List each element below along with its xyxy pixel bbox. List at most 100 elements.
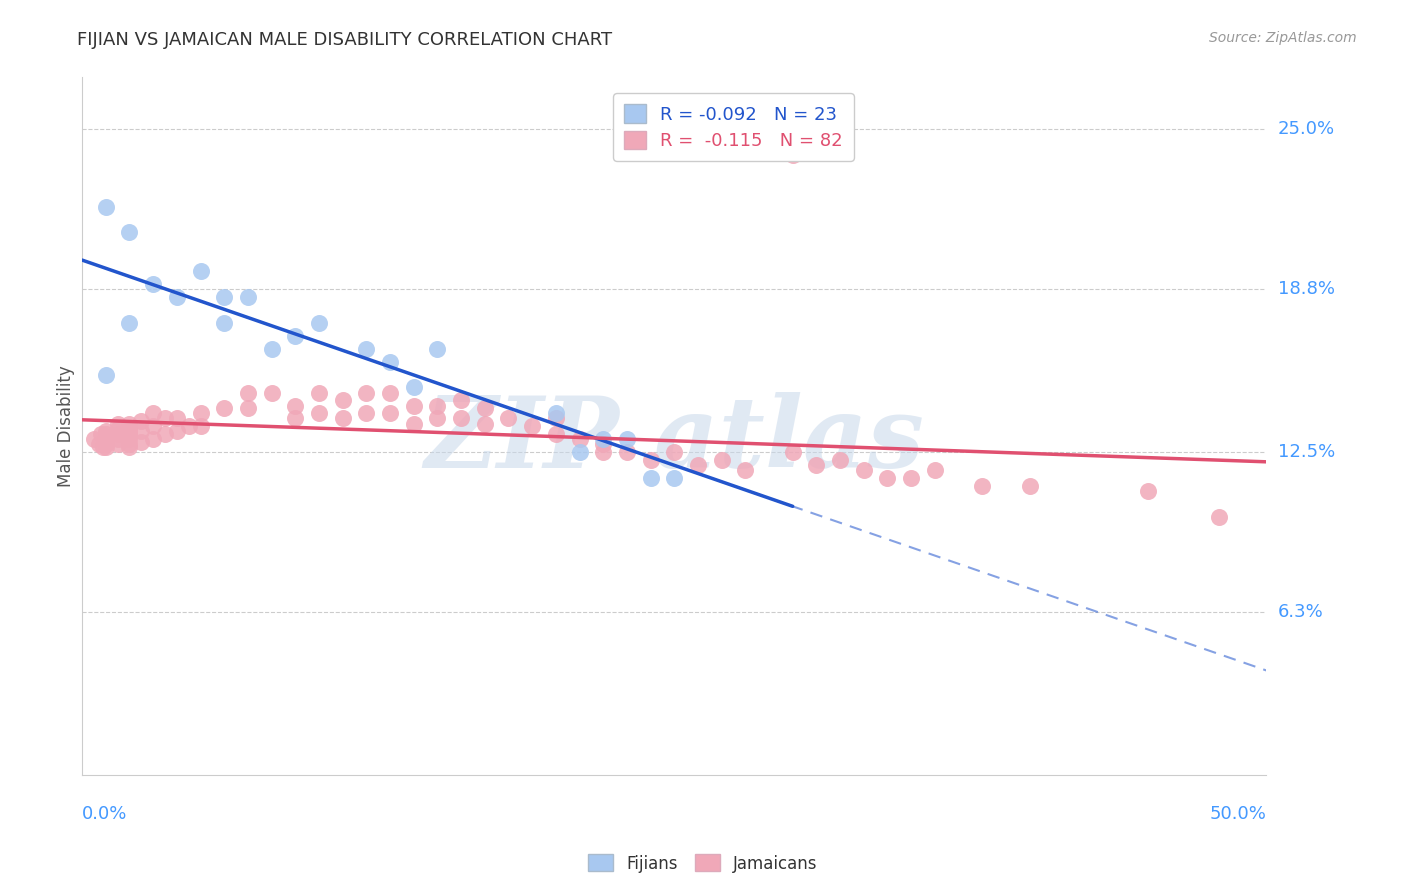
Point [378,406,401,420]
Point [260,385,283,400]
Text: 12.5%: 12.5% [1278,443,1334,461]
Point [544,426,567,441]
Point [118,425,141,439]
Point [308,385,330,400]
Point [356,385,378,400]
Point [686,458,709,472]
Point [166,290,188,304]
Point [107,422,129,436]
Legend: R = -0.092   N = 23, R =  -0.115   N = 82: R = -0.092 N = 23, R = -0.115 N = 82 [613,94,853,161]
Point [426,342,449,356]
Point [544,406,567,420]
Point [94,437,117,451]
Point [118,426,141,441]
Text: ZIP atlas: ZIP atlas [425,392,924,489]
Point [118,437,141,451]
Point [1018,478,1040,492]
Point [90,426,112,441]
Point [94,440,117,454]
Text: 18.8%: 18.8% [1278,280,1334,298]
Point [592,432,614,446]
Point [118,422,141,436]
Point [356,342,378,356]
Point [710,452,733,467]
Point [166,425,188,439]
Point [131,434,153,449]
Point [260,342,283,356]
Point [806,458,828,472]
Point [131,425,153,439]
Point [94,368,117,382]
Point [332,393,354,408]
Point [378,354,401,368]
Point [592,445,614,459]
Point [426,399,449,413]
Point [876,471,898,485]
Point [284,411,307,425]
Y-axis label: Male Disability: Male Disability [58,366,75,487]
Point [356,406,378,420]
Point [640,471,662,485]
Point [107,426,129,441]
Point [107,437,129,451]
Point [83,432,105,446]
Point [402,417,425,431]
Text: 25.0%: 25.0% [1278,120,1334,138]
Point [87,437,110,451]
Point [153,411,176,425]
Point [332,411,354,425]
Point [308,316,330,330]
Point [402,380,425,394]
Point [142,432,165,446]
Point [94,200,117,214]
Point [828,452,851,467]
Point [616,432,638,446]
Point [236,385,259,400]
Point [107,432,129,446]
Point [568,445,591,459]
Point [782,148,804,162]
Point [153,426,176,441]
Point [94,426,117,441]
Point [592,437,614,451]
Point [93,440,115,454]
Point [900,471,922,485]
Point [166,411,188,425]
Point [664,471,686,485]
Text: Source: ZipAtlas.com: Source: ZipAtlas.com [1209,31,1357,45]
Point [924,463,946,477]
Point [1136,483,1159,498]
Text: FIJIAN VS JAMAICAN MALE DISABILITY CORRELATION CHART: FIJIAN VS JAMAICAN MALE DISABILITY CORRE… [77,31,613,49]
Point [734,463,756,477]
Point [498,411,520,425]
Point [118,440,141,454]
Point [118,417,141,431]
Legend: Fijians, Jamaicans: Fijians, Jamaicans [582,847,824,880]
Point [142,406,165,420]
Point [94,425,117,439]
Point [131,414,153,428]
Point [520,419,543,434]
Point [212,401,235,416]
Point [94,434,117,449]
Point [474,401,496,416]
Point [94,429,117,443]
Point [190,264,212,278]
Point [450,411,472,425]
Text: 6.3%: 6.3% [1278,603,1323,621]
Point [402,399,425,413]
Point [426,411,449,425]
Point [284,328,307,343]
Point [142,277,165,292]
Point [640,452,662,467]
Point [107,417,129,431]
Point [1208,509,1230,524]
Point [544,411,567,425]
Point [236,290,259,304]
Point [118,432,141,446]
Text: 0.0%: 0.0% [82,805,128,823]
Point [284,399,307,413]
Point [212,290,235,304]
Point [142,419,165,434]
Point [118,316,141,330]
